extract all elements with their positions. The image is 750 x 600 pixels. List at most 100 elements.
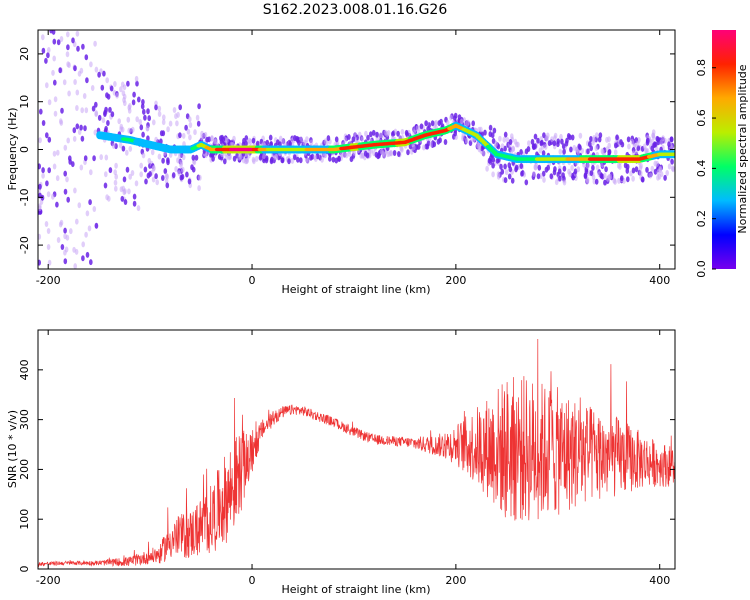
spectrum-noise-blob xyxy=(94,110,99,117)
spectrum-noise-blob xyxy=(576,166,581,173)
spectrum-noise-blob xyxy=(164,172,169,179)
spectrum-noise-blob xyxy=(419,123,424,130)
spectrum-panel: -200 0 200 400 -20 -10 0 10 20 Height of straig… xyxy=(6,29,676,296)
spectrum-noise-blob xyxy=(543,143,548,150)
y-tick-label: -10 xyxy=(18,188,31,206)
spectrum-noise-blob xyxy=(393,128,398,135)
spectrum-noise-blob xyxy=(614,142,618,149)
spectrum-noise-blob xyxy=(508,139,513,145)
spectrum-noise-blob xyxy=(83,125,87,132)
spectrum-noise-blob xyxy=(73,187,77,194)
spectrum-noise-blob xyxy=(264,155,269,162)
spectrum-noise-blob xyxy=(631,175,635,182)
spectrum-noise-blob xyxy=(500,168,505,175)
spectrum-noise-blob xyxy=(135,116,139,123)
y-tick-label: 300 xyxy=(18,409,31,430)
spectrum-noise-blob xyxy=(238,153,243,160)
spectrum-noise-blob xyxy=(667,141,671,148)
spectrum-noise-blob xyxy=(561,172,565,179)
spectrum-noise-blob xyxy=(627,143,631,150)
spectrum-noise-blob xyxy=(626,176,630,183)
spectrum-noise-blob xyxy=(188,116,192,123)
spectrum-noise-blob xyxy=(425,143,430,150)
spectrum-noise-blob xyxy=(309,139,314,146)
spectrum-noise-blob xyxy=(305,158,310,164)
spectrum-noise-blob xyxy=(127,188,131,195)
spectrum-noise-blob xyxy=(424,120,428,127)
spectrum-y-ticks: -20 -10 0 10 20 xyxy=(18,47,675,254)
spectrum-noise-blob xyxy=(247,152,251,159)
spectrum-noise-blob xyxy=(46,191,51,198)
spectrum-noise-blob xyxy=(205,136,209,143)
spectrum-noise-blob xyxy=(84,231,88,238)
spectrum-noise-blob xyxy=(47,47,51,53)
spectrum-noise-blob xyxy=(187,178,192,185)
spectrum-noise-blob xyxy=(326,135,331,142)
spectrum-noise-blob xyxy=(200,134,204,141)
spectrum-noise-blob xyxy=(313,154,317,161)
spectrum-noise-blob xyxy=(397,151,401,157)
colorbar: 0.0 0.2 0.4 0.6 0.8 Normalized spectral ampl… xyxy=(695,30,749,278)
spectrum-noise-blob xyxy=(104,125,108,132)
spectrum-noise-blob xyxy=(574,146,579,153)
spectrum-noise-blob xyxy=(488,124,493,131)
spectrum-noise-blob xyxy=(404,129,409,136)
spectrum-noise-blob xyxy=(152,119,156,126)
spectrum-noise-blob xyxy=(84,54,89,61)
spectrum-noise-blob xyxy=(38,163,41,170)
spectrum-noise-blob xyxy=(519,149,523,155)
spectrum-noise-blob xyxy=(251,137,256,144)
spectrum-noise-blob xyxy=(223,158,227,165)
colorbar-tick-label: 0.0 xyxy=(695,260,708,278)
spectrum-noise-blob xyxy=(369,131,373,138)
spectrum-noise-blob xyxy=(67,90,71,97)
spectrum-noise-blob xyxy=(599,172,604,179)
spectrum-noise-blob xyxy=(415,125,420,132)
spectrum-noise-blob xyxy=(631,150,636,157)
spectrum-noise-blob xyxy=(66,31,70,38)
spectrum-noise-blob xyxy=(296,156,300,163)
snr-y-label: SNR (10 * v/v) xyxy=(6,410,19,488)
spectrum-noise-blob xyxy=(351,136,356,143)
spectrum-noise-blob xyxy=(416,143,421,150)
spectrum-noise-blob xyxy=(612,177,616,184)
spectrum-noise-blob xyxy=(52,38,57,45)
spectrum-noise-blob xyxy=(97,71,101,78)
spectrum-noise-blob xyxy=(667,163,672,170)
spectrum-noise-blob xyxy=(94,101,98,108)
spectrum-noise-blob xyxy=(41,120,46,126)
spectrum-noise-blob xyxy=(374,151,379,158)
spectrum-noise-blob xyxy=(126,116,131,123)
spectrum-noise-blob xyxy=(607,174,611,181)
spectrum-noise-blob xyxy=(659,139,664,146)
spectrum-noise-blob xyxy=(75,105,79,111)
spectrum-noise-blob xyxy=(536,173,541,180)
spectrum-noise-blob xyxy=(144,178,148,185)
y-tick-label: 100 xyxy=(18,509,31,530)
spectrum-noise-blob xyxy=(656,174,660,181)
spectrum-noise-blob xyxy=(83,155,88,162)
spectrum-noise-blob xyxy=(568,134,572,141)
colorbar-tick-label: 0.4 xyxy=(695,160,708,178)
spectrum-noise-blob xyxy=(58,67,62,74)
spectrum-noise-blob xyxy=(188,122,193,128)
spectrum-noise-blob xyxy=(41,47,46,54)
spectrum-noise-blob xyxy=(63,249,67,256)
spectrum-noise-blob xyxy=(150,149,155,156)
spectrum-noise-blob xyxy=(166,126,170,133)
snr-x-ticks: -200 0 200 400 xyxy=(36,330,670,587)
spectrum-noise-blob xyxy=(491,138,496,144)
spectrum-noise-blob xyxy=(117,118,121,125)
spectrum-noise-blob xyxy=(69,228,73,235)
spectrum-noise-blob xyxy=(490,132,495,139)
spectrum-marks xyxy=(38,30,675,269)
spectrum-noise-blob xyxy=(533,133,538,140)
spectrum-noise-blob xyxy=(45,132,49,139)
spectrum-noise-blob xyxy=(570,164,574,171)
spectrum-noise-blob xyxy=(47,136,52,143)
spectrum-noise-blob xyxy=(592,136,596,143)
spectrum-noise-blob xyxy=(130,170,135,176)
spectrum-noise-blob xyxy=(126,80,130,87)
spectrum-noise-blob xyxy=(541,150,546,157)
spectrum-noise-blob xyxy=(85,210,90,217)
